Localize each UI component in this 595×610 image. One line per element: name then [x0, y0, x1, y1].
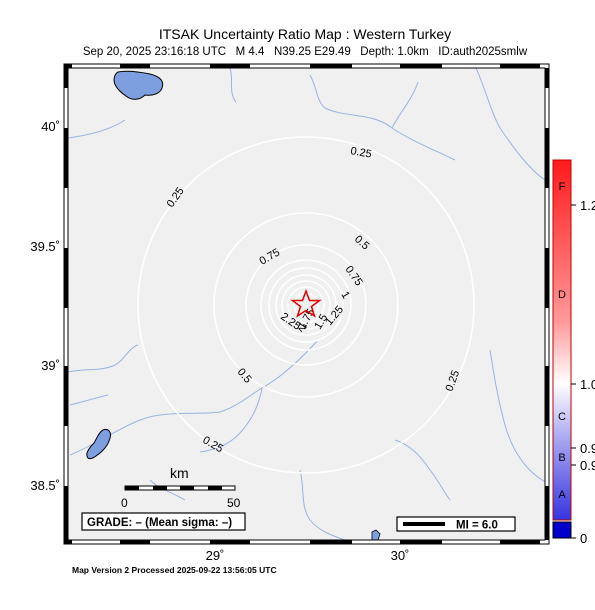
colorbar-value: 0	[580, 531, 587, 546]
rivers	[68, 68, 545, 540]
colorbar: F D C B A 1.2 1.0 0.9 0.9 0	[552, 159, 595, 546]
map-background	[68, 68, 545, 540]
uncertainty-contours	[137, 136, 475, 474]
lat-label-39-5: 39.5˚	[30, 239, 60, 254]
scale-label-50: 50	[227, 496, 241, 510]
lake-southwest	[86, 429, 111, 460]
colorbar-value: 0.9	[580, 458, 595, 473]
colorbar-letter-c: C	[558, 411, 566, 423]
lon-label-30: 30˚	[391, 548, 410, 563]
lake-south	[371, 529, 381, 540]
lat-label-39: 39˚	[41, 358, 60, 373]
star-icon	[290, 288, 322, 318]
processed-footer: Map Version 2 Processed 2025-09-22 13:56…	[72, 565, 277, 575]
colorbar-letter-d: D	[558, 289, 566, 301]
lat-label-38-5: 38.5˚	[30, 478, 60, 493]
colorbar-value: 0.9	[580, 441, 595, 456]
mi-text: MI = 6.0	[456, 520, 498, 532]
event-info: Sep 20, 2025 23:16:18 UTC M 4.4 N39.25 E…	[82, 46, 528, 58]
colorbar-letter-a: A	[558, 489, 566, 501]
grade-box: GRADE: – (Mean sigma: –)	[81, 512, 246, 531]
colorbar-letter-b: B	[558, 452, 565, 464]
lon-label-29: 29˚	[206, 548, 225, 563]
lake-northwest	[113, 70, 164, 100]
scale-bar: km 0 50	[121, 465, 241, 510]
colorbar-letter-f: F	[559, 181, 566, 193]
colorbar-value: 1.2	[580, 198, 595, 213]
contour-label: 0.25	[349, 145, 372, 161]
scale-label-0: 0	[121, 496, 128, 510]
lat-label-40: 40˚	[41, 119, 60, 134]
scale-unit: km	[170, 465, 189, 481]
map-title: ITSAK Uncertainty Ratio Map : Western Tu…	[158, 26, 452, 42]
contour-label: 1	[338, 290, 351, 301]
map-frame	[63, 63, 550, 545]
colorbar-value: 1.0	[580, 377, 595, 392]
mi-legend: MI = 6.0	[396, 516, 516, 532]
grade-text: GRADE: – (Mean sigma: –)	[87, 517, 232, 529]
